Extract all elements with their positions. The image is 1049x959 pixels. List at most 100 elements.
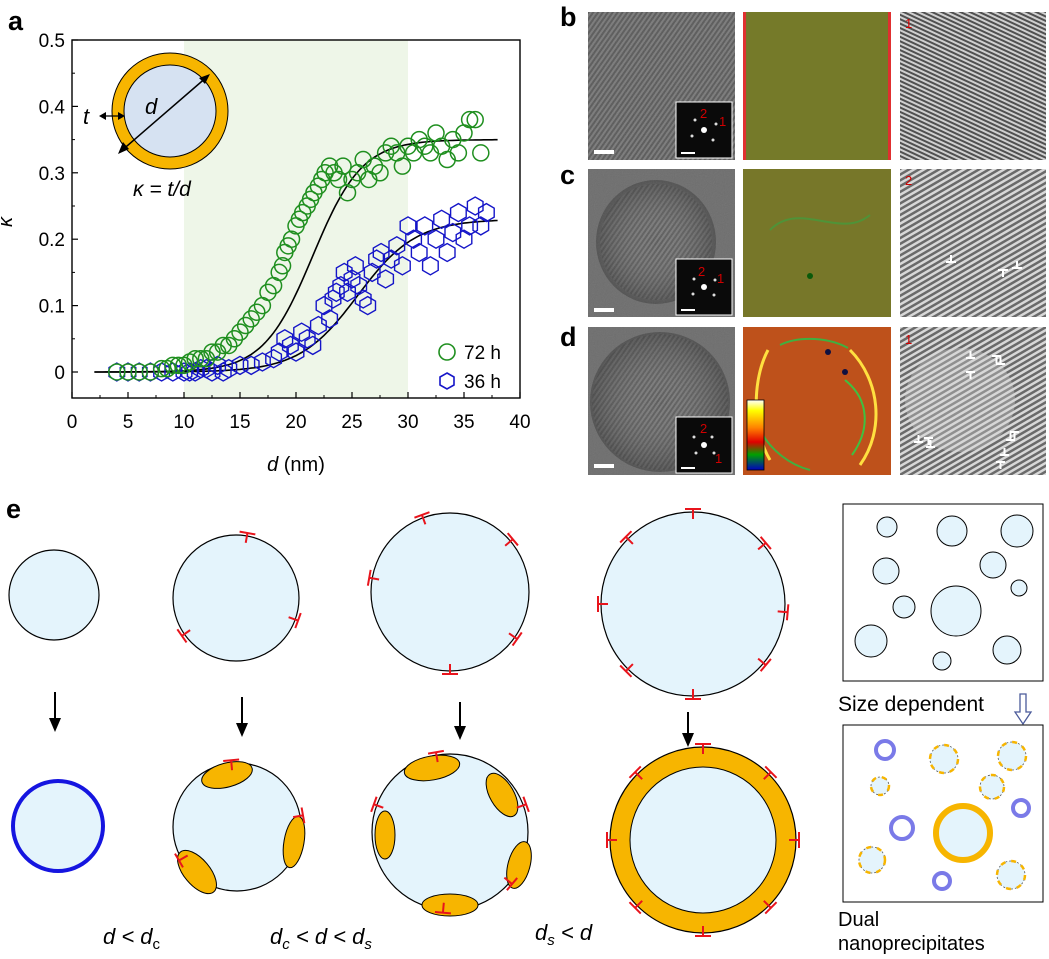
data-point-36h	[382, 249, 400, 269]
data-point-72h	[393, 157, 412, 175]
dislocation-symbol	[757, 657, 772, 672]
panel-label-e: e	[6, 494, 21, 524]
scale-bar-c	[594, 308, 614, 312]
data-point-36h	[327, 282, 345, 303]
dislocation-symbol	[789, 832, 800, 848]
arrow-down-2	[236, 697, 248, 737]
y-tick-label: 0.1	[39, 297, 65, 318]
data-point-72h	[371, 164, 389, 182]
hrtem-image-b: 2 1	[588, 12, 735, 160]
data-point-72h	[259, 283, 277, 302]
dislocation-symbol	[366, 569, 380, 586]
dislocation-symbol	[597, 596, 608, 612]
data-point-72h	[220, 336, 238, 355]
plot-frame	[71, 39, 521, 399]
dislocation-symbol	[508, 631, 523, 647]
dislocation-symbol	[777, 604, 790, 621]
dislocation-symbol	[176, 628, 191, 643]
series-72h	[108, 110, 490, 381]
col3-sub: s	[547, 932, 555, 949]
dislocation-markers-c	[946, 255, 1022, 277]
strain-map-b	[743, 12, 891, 160]
fft-inset-d: 2 1	[675, 416, 733, 474]
fft-label-d-2: 2	[700, 421, 707, 436]
partial-shell-particle	[858, 846, 886, 874]
data-point-36h	[321, 309, 339, 329]
data-point-72h	[231, 323, 249, 341]
x-tick-label: 20	[285, 412, 306, 433]
data-point-72h	[449, 144, 468, 162]
y-tick-label: 0	[54, 363, 65, 384]
data-point-36h	[438, 242, 456, 263]
x-tick-label: 40	[509, 412, 530, 433]
precipitate-large-top	[370, 512, 530, 672]
dislocation-symbol	[292, 807, 306, 824]
diameter-arrowhead-bottom	[118, 142, 129, 154]
data-point-36h	[270, 342, 288, 362]
data-point-36h	[416, 216, 434, 236]
partial-shell	[869, 775, 891, 797]
data-point-72h	[242, 310, 260, 328]
y-tick-label: 0.3	[39, 164, 65, 185]
row-c: 2 1 2	[588, 169, 1046, 317]
row-b: 2 1 1	[588, 12, 1046, 160]
dislocation-symbol	[370, 796, 384, 813]
single-phase-ring	[1011, 798, 1031, 818]
col3-post: < d	[555, 920, 593, 945]
dislocation-symbol	[763, 765, 778, 780]
shell-patch	[374, 810, 396, 860]
data-point-36h	[293, 322, 311, 343]
precipitate	[936, 515, 968, 547]
dislocation-symbol	[695, 926, 711, 937]
dual-precipitate-distribution	[857, 739, 1031, 891]
data-point-36h	[231, 355, 249, 376]
size-dependent-label: Size dependent	[838, 693, 984, 716]
inset-schematic: d t κ = t/d	[83, 52, 229, 201]
data-point-72h	[472, 144, 490, 162]
y-tick-label: 0.4	[39, 97, 66, 118]
partial-shell	[995, 859, 1027, 891]
precipitate	[1000, 514, 1034, 548]
col2-sub1: c	[282, 936, 290, 953]
partial-shell-particle	[997, 741, 1027, 771]
legend-label-72h: 72 h	[464, 343, 501, 364]
x-axis-label: d (nm)	[267, 454, 325, 476]
data-point-36h	[315, 295, 333, 316]
data-point-36h	[339, 282, 356, 303]
data-point-36h	[186, 362, 204, 382]
panel-label-b: b	[560, 2, 577, 32]
precipitate	[876, 516, 898, 538]
legend-marker-36h	[439, 372, 455, 390]
dislocation-symbol	[434, 902, 451, 915]
data-point-72h	[416, 137, 434, 155]
data-point-72h	[365, 157, 384, 175]
ifft-image-d: 1	[900, 327, 1046, 475]
schematic-col-1	[8, 549, 105, 873]
data-point-72h	[466, 110, 484, 129]
partial-shell	[857, 845, 887, 875]
data-point-36h	[141, 362, 159, 382]
data-point-36h	[359, 295, 377, 316]
data-point-72h	[343, 170, 361, 189]
dual-nanoprecipitates-box	[842, 724, 1044, 903]
col1-sub: c	[153, 936, 161, 953]
data-point-36h	[281, 335, 299, 356]
precipitate-medium-top	[172, 534, 300, 662]
data-point-72h	[338, 183, 357, 202]
single-phase-ring	[874, 739, 896, 761]
dislocation-symbol	[606, 832, 617, 848]
shell-patch	[421, 893, 479, 917]
data-point-36h	[130, 362, 148, 382]
fft-inset-c: 2 1	[675, 258, 733, 316]
precipitate	[932, 651, 952, 671]
data-point-36h	[220, 358, 238, 379]
col2-pre: d	[270, 924, 283, 949]
col1-text: d < d	[103, 924, 153, 949]
data-point-72h	[152, 359, 171, 378]
thickness-arrowhead-right	[118, 112, 125, 120]
partial-shell	[996, 740, 1028, 772]
dislocation-symbol	[685, 689, 701, 700]
ifft-label-b: 1	[905, 16, 912, 31]
data-point-36h	[393, 255, 411, 276]
arrow-down-4	[682, 712, 694, 747]
